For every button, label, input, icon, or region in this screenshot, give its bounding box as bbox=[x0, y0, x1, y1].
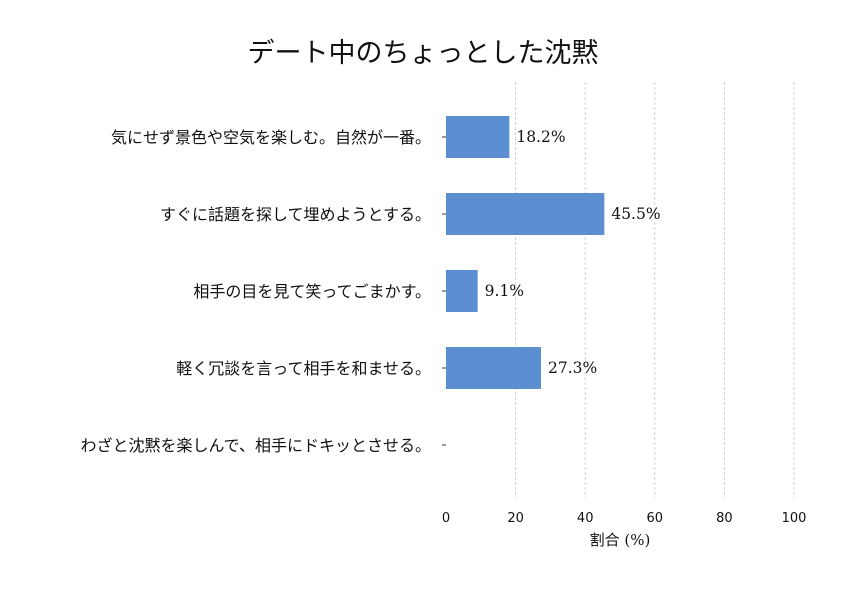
x-axis-label: 割合 (%) bbox=[590, 531, 651, 549]
bar-value-label: 9.1% bbox=[485, 282, 524, 300]
category-label: 気にせず景色や空気を楽しむ。自然が一番。 bbox=[111, 128, 431, 147]
bar-value-label: 18.2% bbox=[516, 128, 565, 146]
bar bbox=[446, 193, 605, 235]
x-tick-label: 80 bbox=[716, 511, 733, 526]
chart-title: デート中のちょっとした沈黙 bbox=[248, 38, 599, 69]
category-label: 相手の目を見て笑ってごまかす。 bbox=[193, 282, 431, 301]
bar-value-label: 27.3% bbox=[548, 359, 597, 377]
category-label: わざと沈黙を楽しんで、相手にドキッとさせる。 bbox=[80, 436, 431, 455]
x-axis: 0 20 40 60 80 100 bbox=[442, 511, 807, 526]
bar bbox=[446, 116, 510, 158]
x-tick-label: 40 bbox=[577, 511, 594, 526]
x-tick-label: 0 bbox=[442, 511, 450, 526]
y-axis: 気にせず景色や空気を楽しむ。自然が一番。すぐに話題を探して埋めようとする。相手の… bbox=[80, 128, 446, 455]
bar bbox=[446, 270, 478, 312]
x-tick-label: 60 bbox=[647, 511, 664, 526]
grid-lines bbox=[515, 82, 795, 498]
bar-value-label: 45.5% bbox=[611, 205, 660, 223]
bar bbox=[446, 347, 542, 389]
x-tick-label: 20 bbox=[507, 511, 524, 526]
bars-group: 18.2% 45.5% 9.1% 27.3% bbox=[446, 116, 661, 389]
category-label: すぐに話題を探して埋めようとする。 bbox=[160, 205, 431, 224]
category-label: 軽く冗談を言って相手を和ませる。 bbox=[176, 359, 431, 378]
x-tick-label: 100 bbox=[782, 511, 807, 526]
